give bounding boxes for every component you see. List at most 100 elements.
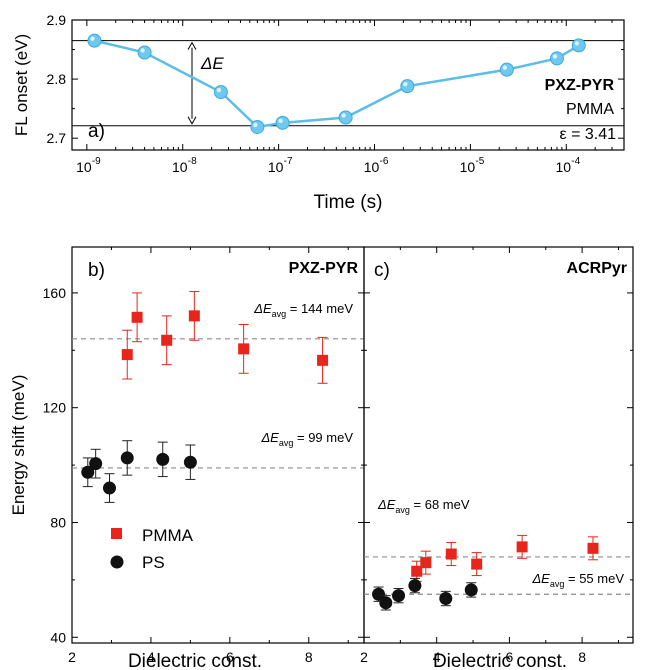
average-label-subscript: avg — [279, 438, 294, 448]
x-tick-label: 10 — [172, 159, 188, 175]
x-tick-label: 10 — [460, 159, 476, 175]
fl-onset-point-highlight — [140, 48, 145, 53]
x-tick-label: 8 — [305, 649, 313, 665]
x-tick-label: 6 — [226, 649, 234, 665]
fl-onset-line — [94, 39, 580, 129]
average-label-symbol: ΔE — [260, 430, 279, 445]
panel-a-ticks: 2.72.82.910 -9 10 -8 10 -7 10 -6 10 -5 10 -4 — [47, 12, 625, 175]
fl-onset-point — [499, 62, 514, 77]
legend: PMMA PS — [110, 526, 194, 572]
fl-onset-point — [400, 79, 415, 94]
panel-c-xlabel: Dielectric const. — [433, 651, 567, 670]
x-tick-exponent: -6 — [380, 156, 389, 167]
panel-a-annotation-compound: PXZ-PYR — [545, 77, 615, 94]
average-label: ΔEavg = 99 meV — [260, 430, 353, 448]
fl-onset-point-highlight — [341, 113, 346, 118]
ps-point — [183, 455, 197, 469]
y-tick-label: 40 — [50, 629, 66, 645]
y-tick-label: 80 — [50, 514, 66, 530]
fl-onset-point — [137, 45, 152, 60]
delta-arrow-head-down — [187, 116, 197, 125]
legend-ps-label: PS — [142, 553, 165, 572]
ps-point — [89, 457, 103, 471]
ps-point — [392, 589, 406, 603]
panel-a-annotation-host: PMMA — [566, 101, 614, 118]
panel-a-frame — [71, 19, 625, 151]
panel-c-ticks: 2 4 6 8 — [360, 247, 633, 665]
average-label-subscript: avg — [550, 579, 565, 589]
delta-arrow-head-up — [187, 41, 197, 50]
fl-onset-point-highlight — [216, 87, 222, 93]
average-label-value: = 144 meV — [286, 301, 353, 316]
fl-onset-point-highlight — [502, 65, 508, 70]
x-tick-label: 6 — [506, 649, 514, 665]
average-label: ΔEavg = 68 meV — [377, 497, 470, 515]
panel-b-label: b) — [88, 260, 105, 281]
legend-pmma-marker — [111, 528, 122, 539]
panel-a-series — [87, 33, 586, 134]
fl-onset-point-highlight — [552, 54, 558, 59]
x-tick-label: 10 — [268, 159, 284, 175]
fl-onset-point — [213, 85, 228, 100]
fl-onset-point-highlight — [253, 122, 258, 128]
fl-onset-point — [549, 51, 564, 66]
panel-a: 2.72.82.910 -9 10 -8 10 -7 10 -6 10 -5 10 -4 FL ons… — [12, 12, 625, 213]
pmma-point — [445, 548, 457, 560]
pmma-point — [471, 558, 483, 570]
x-tick-label: 8 — [578, 649, 586, 665]
y-tick-label: 2.8 — [47, 71, 67, 87]
pmma-point — [161, 334, 173, 346]
panel-a-ylabel: FL onset (eV) — [12, 34, 31, 136]
panel-a-delta-label: ΔE — [200, 54, 224, 73]
fl-onset-point — [275, 115, 290, 130]
panel-c-frame — [363, 246, 634, 644]
pmma-point — [317, 354, 329, 366]
ps-point — [372, 587, 386, 601]
panel-a-label: a) — [88, 121, 105, 142]
average-label-value: = 68 meV — [410, 497, 470, 512]
y-tick-label: 2.9 — [47, 12, 67, 28]
x-tick-label: 10 — [76, 159, 92, 175]
panel-b-series — [81, 290, 329, 503]
panel-b-ticks: 40 80 120 160 2 4 6 8 — [43, 247, 364, 665]
average-label-symbol: ΔE — [531, 571, 550, 586]
average-label-value: = 55 meV — [564, 571, 624, 586]
x-tick-label: 4 — [433, 649, 441, 665]
x-tick-exponent: -5 — [475, 156, 484, 167]
fl-onset-point — [571, 38, 586, 53]
fl-onset-point-highlight — [90, 36, 95, 41]
fl-onset-point-highlight — [403, 81, 408, 87]
panel-c-title: ACRPyr — [567, 260, 627, 277]
legend-pmma-label: PMMA — [142, 526, 194, 545]
pmma-point — [587, 542, 599, 554]
average-label-symbol: ΔE — [377, 497, 396, 512]
panel-a-annotation-epsilon: ε = 3.41 — [559, 126, 616, 143]
pmma-point — [238, 343, 250, 355]
panel-a-xlabel: Time (s) — [314, 192, 383, 213]
panel-c-series — [372, 534, 599, 611]
x-tick-exponent: -8 — [188, 156, 197, 167]
ps-point — [156, 452, 170, 466]
fl-onset-point — [87, 33, 102, 48]
panel-b-ylabel: Energy shift (meV) — [9, 375, 28, 516]
x-tick-label: 10 — [364, 159, 380, 175]
panel-c-label: c) — [374, 260, 390, 281]
fl-onset-point-highlight — [574, 41, 579, 46]
x-tick-label: 10 — [555, 159, 571, 175]
pmma-point — [420, 557, 432, 569]
panel-b-title: PXZ-PYR — [289, 260, 359, 277]
panel-b-average-lines: ΔEavg = 144 meV ΔEavg = 99 meV — [72, 301, 364, 469]
panel-a-reference-lines — [72, 40, 624, 127]
average-label: ΔEavg = 55 meV — [531, 571, 624, 589]
ps-point — [120, 451, 134, 465]
average-label-value: = 99 meV — [293, 430, 353, 445]
x-tick-label: 2 — [68, 649, 76, 665]
y-tick-label: 160 — [43, 285, 67, 301]
pmma-point — [188, 310, 200, 322]
fl-onset-point — [338, 110, 353, 125]
x-tick-exponent: -4 — [571, 156, 580, 167]
ps-point — [408, 579, 422, 593]
